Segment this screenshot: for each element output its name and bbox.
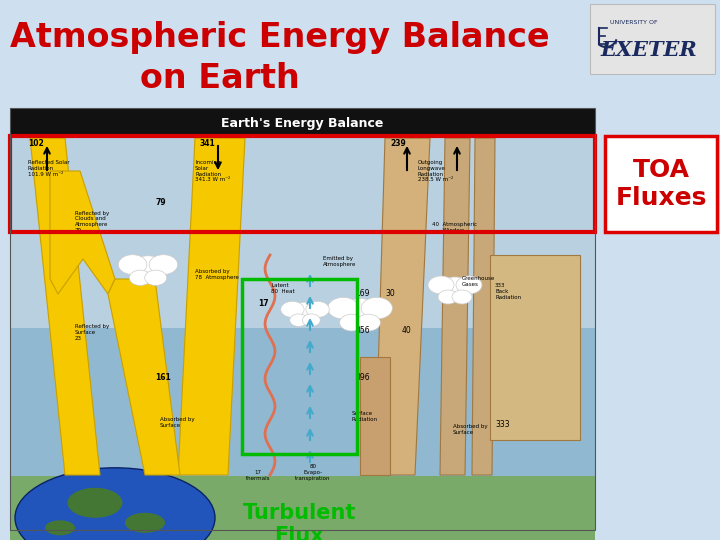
Text: 17
thermals: 17 thermals [246, 470, 270, 481]
Ellipse shape [356, 314, 380, 331]
Ellipse shape [125, 513, 165, 533]
Ellipse shape [130, 270, 151, 286]
Text: 17: 17 [258, 299, 269, 308]
Ellipse shape [289, 302, 321, 324]
Ellipse shape [306, 301, 329, 318]
Text: 30: 30 [385, 289, 395, 298]
Ellipse shape [338, 299, 382, 327]
Polygon shape [360, 357, 390, 475]
Text: Greenhouse
Gases: Greenhouse Gases [462, 276, 495, 287]
Ellipse shape [281, 301, 304, 318]
Text: Outgoing
Longwave
Radiation
238.5 W m⁻²: Outgoing Longwave Radiation 238.5 W m⁻² [418, 160, 454, 183]
Ellipse shape [452, 290, 472, 304]
Bar [10, 476, 595, 540]
Text: Earth's Energy Balance: Earth's Energy Balance [221, 117, 384, 130]
Text: 239: 239 [390, 139, 406, 148]
Text: 356: 356 [355, 326, 369, 335]
Ellipse shape [15, 468, 215, 540]
Bar [242, 279, 357, 454]
Text: on Earth: on Earth [140, 62, 300, 94]
Text: 333: 333 [495, 420, 510, 429]
Text: Absorbed by
78  Atmosphere: Absorbed by 78 Atmosphere [195, 269, 239, 280]
Bar [10, 108, 595, 530]
Text: 40  Atmospheric
      Window: 40 Atmospheric Window [432, 222, 477, 233]
Text: EXETER: EXETER [600, 40, 697, 60]
Ellipse shape [289, 314, 307, 327]
Text: Reflected Solar
Radiation
101.9 W m⁻²: Reflected Solar Radiation 101.9 W m⁻² [28, 160, 70, 177]
Polygon shape [108, 279, 180, 475]
Ellipse shape [437, 277, 473, 301]
Text: 333
Back
Radiation: 333 Back Radiation [495, 284, 521, 300]
Text: Absorbed by
Surface: Absorbed by Surface [453, 424, 487, 435]
Polygon shape [440, 138, 470, 475]
Text: TOA
Fluxes: TOA Fluxes [616, 158, 707, 210]
Text: 79: 79 [155, 198, 166, 207]
Text: Surface
Radiation: Surface Radiation [352, 411, 378, 422]
Text: Turbulent
Flux: Turbulent Flux [243, 503, 356, 540]
Polygon shape [472, 138, 495, 475]
Ellipse shape [302, 314, 320, 327]
Polygon shape [375, 138, 430, 475]
Text: Reflected by
Surface
23: Reflected by Surface 23 [75, 325, 109, 341]
Ellipse shape [428, 276, 454, 294]
Text: 396: 396 [355, 373, 369, 382]
Bar [10, 328, 595, 476]
Ellipse shape [128, 256, 168, 282]
Ellipse shape [361, 298, 392, 319]
Text: UNIVERSITY OF: UNIVERSITY OF [610, 19, 657, 24]
Text: Reflected by
Clouds and
Atmosphere
79: Reflected by Clouds and Atmosphere 79 [75, 211, 109, 233]
Ellipse shape [340, 314, 364, 331]
Ellipse shape [118, 255, 147, 274]
Text: 102: 102 [28, 139, 44, 148]
Polygon shape [50, 171, 115, 294]
Text: Emitted by
Atmosphere: Emitted by Atmosphere [323, 256, 356, 267]
Bar [10, 136, 595, 232]
Text: 161: 161 [155, 373, 171, 382]
Text: Absorbed by
Surface: Absorbed by Surface [160, 417, 194, 428]
Bar [590, 4, 715, 74]
Text: 40: 40 [402, 326, 412, 335]
Text: 341: 341 [200, 139, 216, 148]
Ellipse shape [145, 270, 167, 286]
Ellipse shape [438, 290, 458, 304]
Text: Incoming
Solar
Radiation
341.3 W m⁻²: Incoming Solar Radiation 341.3 W m⁻² [195, 160, 230, 183]
Ellipse shape [456, 276, 482, 294]
Ellipse shape [68, 488, 122, 518]
Polygon shape [178, 138, 245, 475]
Polygon shape [30, 138, 100, 475]
Text: 169: 169 [355, 289, 369, 298]
Text: Latent
80  Heat: Latent 80 Heat [271, 283, 294, 294]
Text: Atmospheric Energy Balance: Atmospheric Energy Balance [10, 22, 550, 55]
Bar [10, 138, 595, 328]
Ellipse shape [149, 255, 178, 274]
Bar [10, 108, 595, 138]
Bar [605, 136, 717, 232]
Ellipse shape [45, 521, 75, 535]
Bar [490, 255, 580, 440]
Text: 80
Evapo-
transpiration: 80 Evapo- transpiration [295, 464, 330, 481]
Ellipse shape [328, 298, 359, 319]
